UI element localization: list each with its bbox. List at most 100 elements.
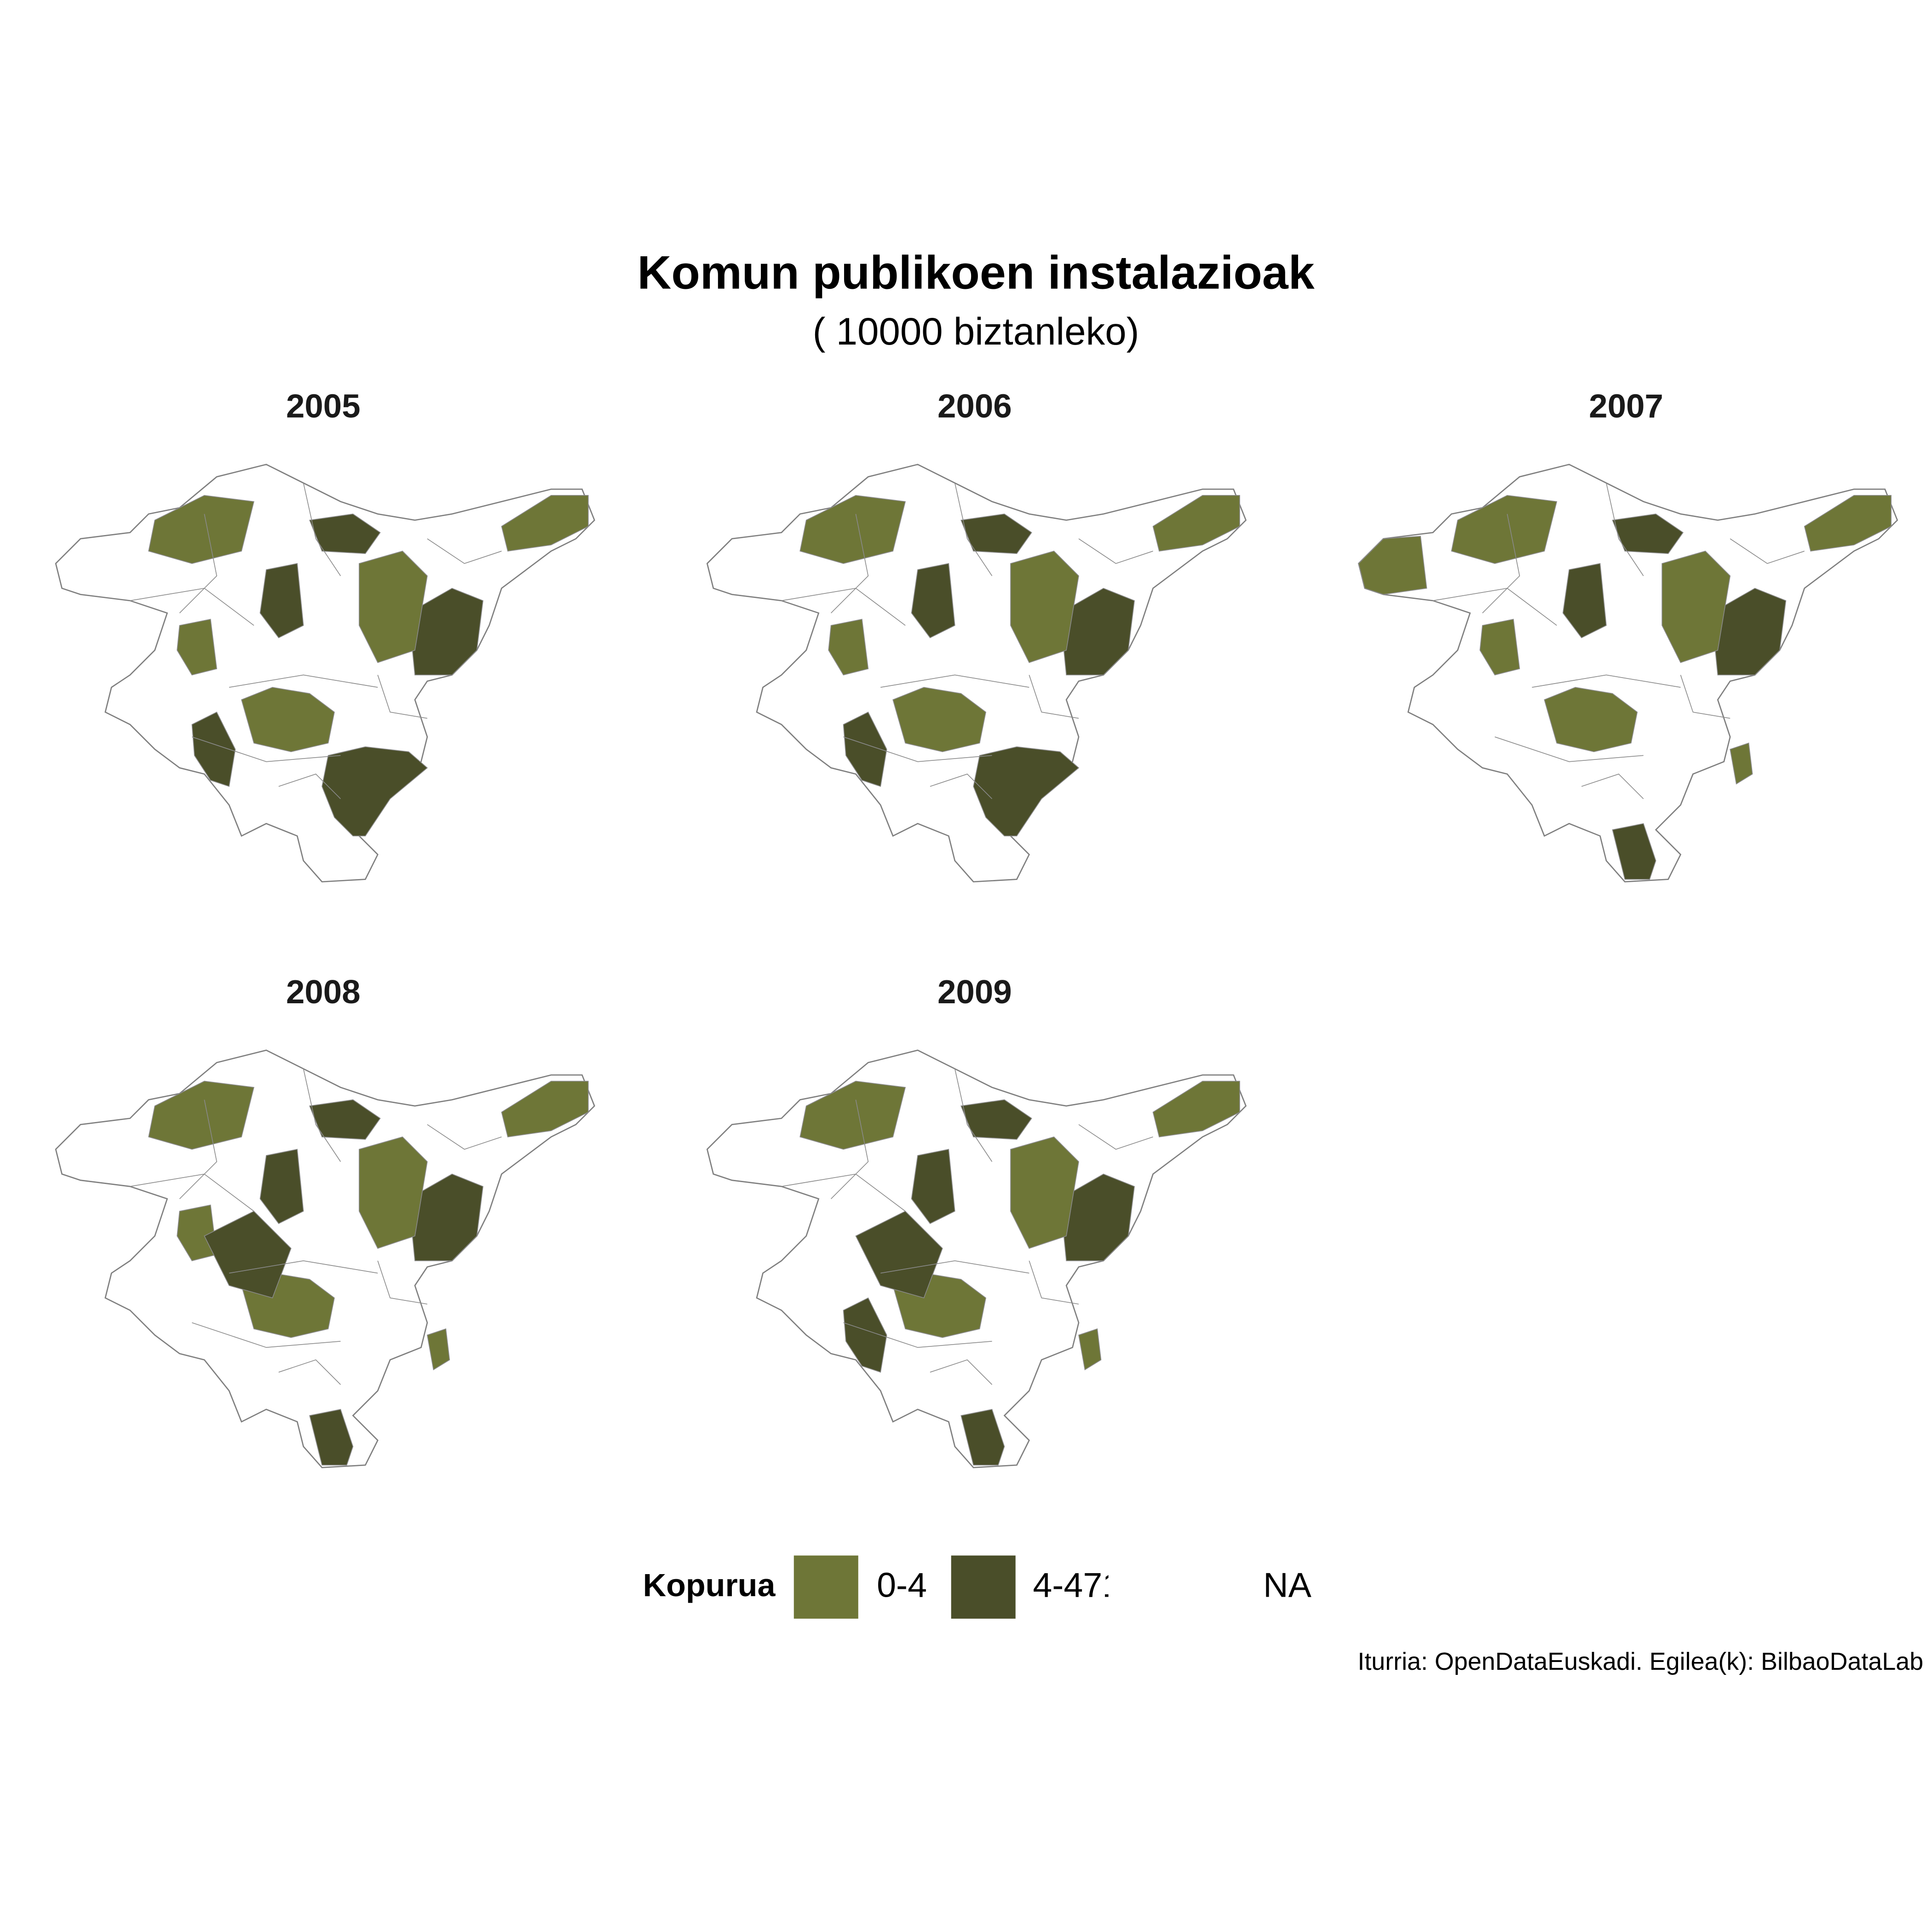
boundary xyxy=(192,736,341,762)
municipality xyxy=(1152,495,1240,552)
region-outline xyxy=(55,1049,595,1468)
municipality xyxy=(960,1409,1005,1466)
boundary xyxy=(427,538,502,564)
boundary xyxy=(843,736,992,762)
boundary xyxy=(930,773,993,799)
municipality xyxy=(1544,687,1638,753)
municipality xyxy=(1562,563,1607,638)
subtitle: ( 10000 biztanleko) xyxy=(813,310,1139,353)
panel-title: 2009 xyxy=(937,973,1012,1011)
municipality xyxy=(177,1204,218,1261)
municipality xyxy=(1662,551,1731,663)
municipality xyxy=(1711,587,1787,676)
boundary xyxy=(880,1260,1029,1274)
legend-swatch xyxy=(1108,1555,1173,1619)
municipality xyxy=(1059,587,1135,676)
municipality xyxy=(1451,495,1558,564)
legend-swatch xyxy=(951,1555,1016,1619)
municipality xyxy=(973,746,1080,837)
municipality xyxy=(1059,1173,1135,1261)
municipality xyxy=(1612,513,1684,554)
municipality xyxy=(843,711,887,787)
boundary xyxy=(1581,773,1644,799)
boundary xyxy=(1495,736,1644,762)
municipality xyxy=(358,1136,428,1249)
municipality xyxy=(177,619,218,676)
panel-title: 2007 xyxy=(1589,388,1663,425)
municipality xyxy=(1078,1328,1102,1371)
map-panel xyxy=(706,1049,1247,1468)
municipality xyxy=(911,1149,955,1225)
municipality xyxy=(259,563,304,638)
municipality xyxy=(1730,742,1753,785)
municipality xyxy=(501,1081,589,1138)
municipality xyxy=(309,1409,354,1466)
panel-title: 2008 xyxy=(286,973,361,1011)
municipality xyxy=(1612,823,1656,880)
title: Komun publikoen instalazioak xyxy=(637,246,1314,299)
boundary xyxy=(229,1260,378,1274)
municipality xyxy=(259,1149,304,1225)
region-outline xyxy=(1357,464,1898,883)
municipality xyxy=(1804,495,1892,552)
municipality xyxy=(501,495,589,552)
boundary xyxy=(954,483,993,576)
municipality xyxy=(358,551,428,663)
boundary xyxy=(278,1359,341,1385)
boundary xyxy=(179,1099,218,1199)
map-panel xyxy=(1357,464,1898,883)
municipality xyxy=(960,1099,1032,1140)
municipality xyxy=(1479,619,1520,676)
municipality xyxy=(1010,1136,1079,1249)
boundary xyxy=(303,483,341,576)
boundary xyxy=(1029,675,1079,719)
municipality xyxy=(148,495,254,564)
municipality xyxy=(960,513,1032,554)
boundary xyxy=(377,1260,427,1305)
region-outline xyxy=(706,464,1247,883)
boundary xyxy=(427,1124,502,1150)
panel-title: 2005 xyxy=(286,388,361,425)
boundary xyxy=(843,1322,992,1348)
boundary xyxy=(830,514,869,614)
boundary xyxy=(1029,1260,1079,1305)
municipality xyxy=(309,1099,381,1140)
municipality xyxy=(892,687,986,753)
caption: Iturria: OpenDataEuskadi. Egilea(k): Bil… xyxy=(1357,1648,1923,1675)
legend-label: NA xyxy=(1263,1565,1311,1604)
region-outline xyxy=(55,464,595,883)
legend-title: Kopurua xyxy=(643,1567,776,1603)
municipality xyxy=(911,563,955,638)
boundary xyxy=(1532,674,1681,688)
panel-title: 2006 xyxy=(937,388,1012,425)
legend-label: 0-4 xyxy=(877,1565,927,1604)
municipality xyxy=(309,513,381,554)
map-panel xyxy=(55,1049,595,1468)
boundary xyxy=(1078,538,1153,564)
boundary xyxy=(179,514,218,614)
boundary xyxy=(1680,675,1731,719)
boundary xyxy=(192,1322,341,1348)
boundary xyxy=(1482,514,1520,614)
municipality xyxy=(1358,535,1427,595)
boundary xyxy=(1078,1124,1153,1150)
municipality xyxy=(408,587,483,676)
map-panel xyxy=(55,464,595,883)
municipality xyxy=(843,1297,887,1373)
municipality xyxy=(799,495,906,564)
municipality xyxy=(204,1211,292,1299)
boundary xyxy=(930,1359,993,1385)
municipality xyxy=(148,1081,254,1150)
region-outline xyxy=(706,1049,1247,1468)
municipality xyxy=(191,711,236,787)
boundary xyxy=(954,1069,993,1162)
boundary xyxy=(303,1069,341,1162)
boundary xyxy=(377,675,427,719)
municipality xyxy=(1152,1081,1240,1138)
boundary xyxy=(1730,538,1805,564)
municipality xyxy=(408,1173,483,1261)
boundary xyxy=(880,674,1029,688)
boundary xyxy=(278,773,341,799)
